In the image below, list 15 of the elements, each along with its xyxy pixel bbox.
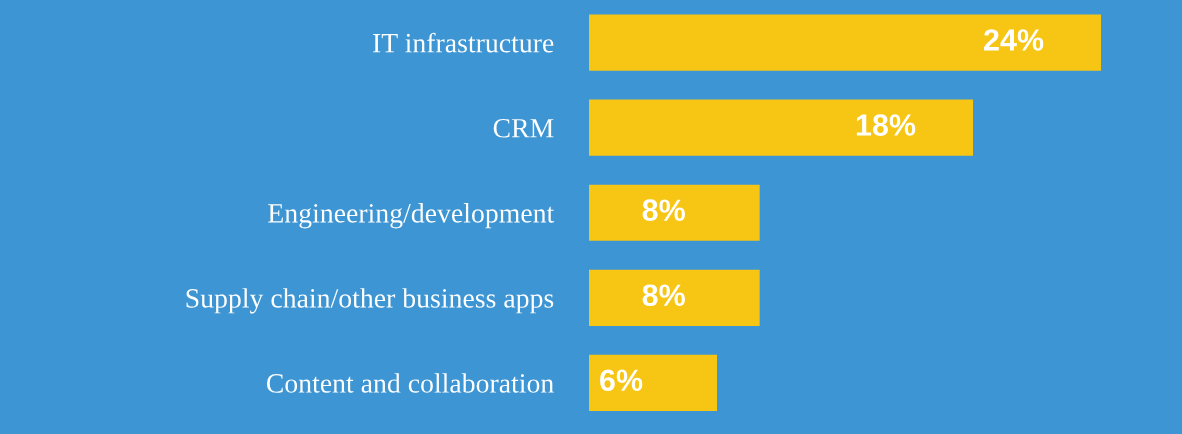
y-tick-label: CRM: [493, 118, 554, 138]
bar: [589, 354, 717, 411]
data-label: 8%: [642, 284, 685, 307]
bar: [589, 14, 1101, 71]
bar: [589, 184, 760, 241]
bar: [589, 269, 760, 326]
y-tick-label: Supply chain/other business apps: [186, 288, 554, 314]
bar: [589, 99, 973, 156]
data-label: 6%: [600, 369, 643, 392]
y-tick-label: Content and collaboration: [266, 373, 554, 393]
data-label: 8%: [642, 199, 685, 221]
data-label: 18%: [856, 114, 916, 136]
data-label: 24%: [984, 29, 1044, 51]
y-tick-label: Engineering/development: [268, 203, 555, 229]
y-tick-label: IT infrastructure: [372, 32, 554, 53]
